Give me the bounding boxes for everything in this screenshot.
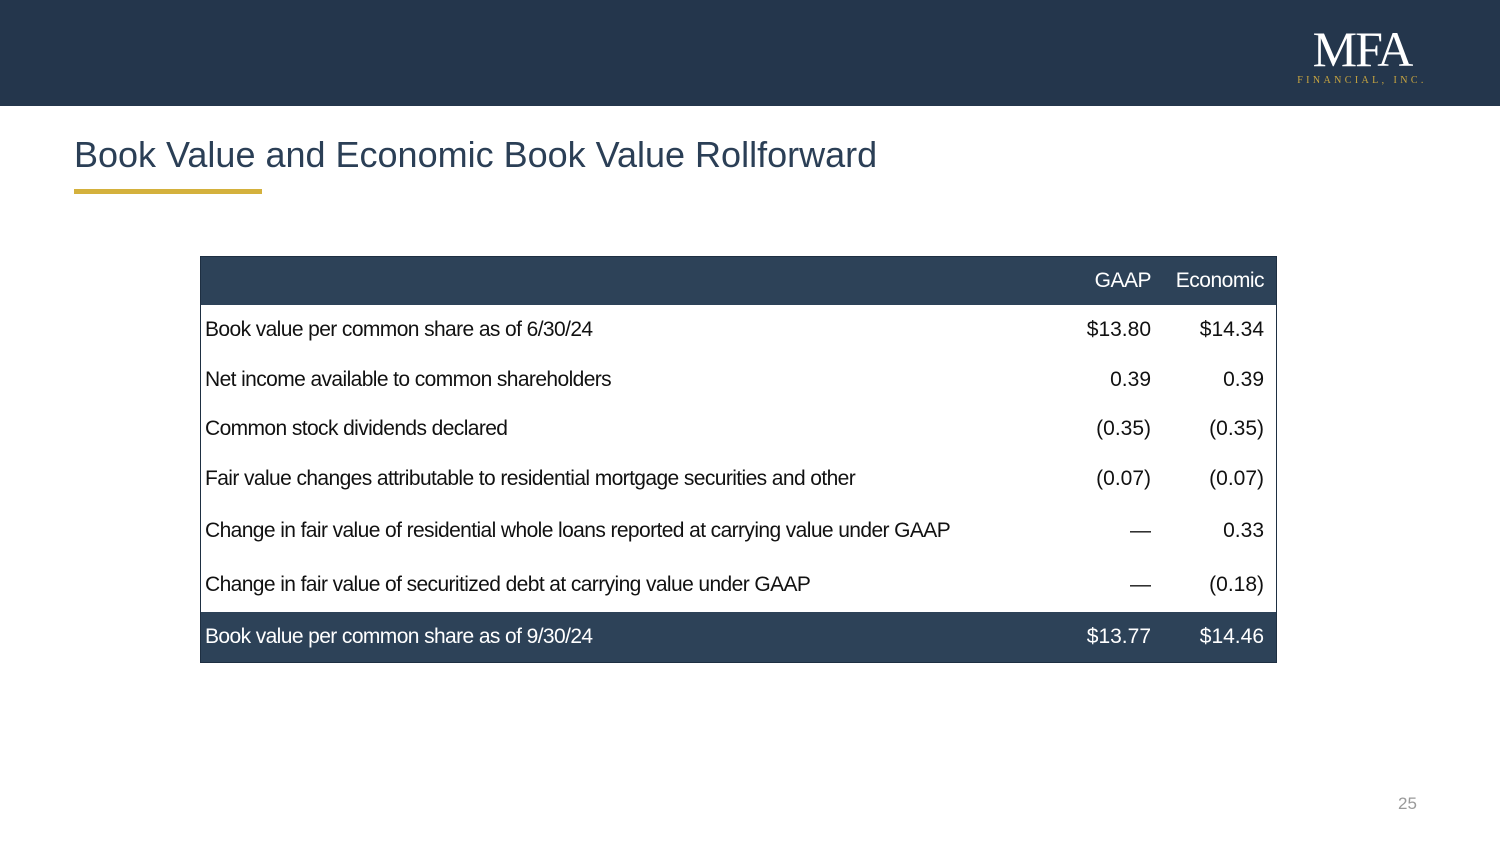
row-gaap-value: $13.80 [1086, 318, 1151, 341]
row-economic-value: 0.33 [1223, 519, 1264, 542]
rollforward-table-container: GAAP Economic Book value per common shar… [200, 256, 1277, 663]
row-label: Common stock dividends declared [205, 416, 508, 440]
row-label: Change in fair value of securitized debt… [205, 573, 811, 596]
row-label: Fair value changes attributable to resid… [205, 466, 856, 490]
row-label: Book value per common share as of 6/30/2… [205, 318, 593, 341]
logo-mark: MFA [1312, 21, 1414, 77]
row-label: Net income available to common sharehold… [205, 367, 612, 391]
row-economic-value: (0.18) [1209, 573, 1264, 596]
company-logo: MFA FINANCIAL, INC. [1296, 24, 1428, 86]
row-label: Change in fair value of residential whol… [205, 519, 951, 542]
table-row: Net income available to common sharehold… [201, 355, 1276, 404]
row-gaap-value: (0.07) [1096, 466, 1151, 490]
table-total-row: Book value per common share as of 9/30/2… [201, 612, 1276, 662]
row-gaap-value: — [1130, 519, 1151, 542]
row-economic-value: 0.39 [1223, 367, 1264, 391]
rollforward-table: GAAP Economic Book value per common shar… [201, 257, 1276, 662]
row-gaap-value: (0.35) [1096, 416, 1151, 440]
page-number: 25 [1398, 794, 1417, 813]
table-row: Book value per common share as of 6/30/2… [201, 305, 1276, 355]
table-row: Change in fair value of securitized debt… [201, 558, 1276, 612]
total-label: Book value per common share as of 9/30/2… [205, 625, 593, 648]
row-economic-value: $14.34 [1199, 318, 1264, 341]
table-row: Fair value changes attributable to resid… [201, 453, 1276, 504]
title-underline [74, 189, 262, 194]
total-economic-value: $14.46 [1199, 625, 1264, 648]
table-header-row: GAAP Economic [201, 257, 1276, 305]
row-gaap-value: 0.39 [1110, 367, 1151, 391]
table-row: Change in fair value of residential whol… [201, 504, 1276, 558]
column-header-label [201, 257, 1043, 305]
page-title: Book Value and Economic Book Value Rollf… [74, 134, 878, 175]
logo-subtext: FINANCIAL, INC. [1297, 75, 1427, 86]
row-gaap-value: — [1130, 573, 1151, 596]
row-economic-value: (0.35) [1209, 416, 1264, 440]
column-header-gaap: GAAP [1094, 269, 1152, 292]
header-bar: MFA FINANCIAL, INC. [0, 0, 1500, 106]
table-row: Common stock dividends declared (0.35) (… [201, 404, 1276, 453]
column-header-economic: Economic [1175, 269, 1265, 292]
row-economic-value: (0.07) [1209, 466, 1264, 490]
total-gaap-value: $13.77 [1086, 625, 1151, 648]
